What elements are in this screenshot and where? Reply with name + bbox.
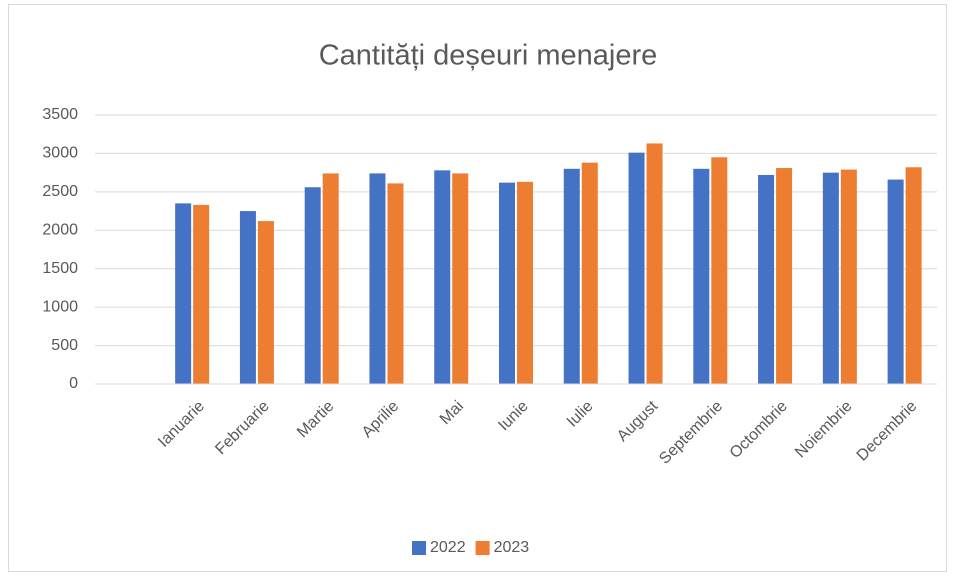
- bar: [452, 173, 469, 384]
- y-tick-label: 3000: [42, 145, 78, 162]
- bar: [711, 157, 728, 384]
- bar: [581, 162, 598, 384]
- bar: [434, 170, 451, 384]
- bar: [369, 173, 386, 384]
- y-tick-label: 2500: [42, 183, 78, 200]
- bar: [239, 211, 256, 384]
- bar: [563, 168, 580, 384]
- bar: [822, 172, 839, 384]
- bar: [646, 143, 663, 384]
- legend-label: 2023: [494, 539, 530, 556]
- bar: [628, 152, 645, 384]
- legend-swatch: [412, 541, 426, 555]
- bar: [905, 167, 922, 384]
- chart-border: [8, 4, 947, 572]
- bar: [175, 203, 192, 384]
- chart-title: Cantități deșeuri menajere: [319, 40, 658, 72]
- bar: [517, 181, 533, 384]
- y-tick-label: 1000: [42, 298, 78, 315]
- y-tick-label: 500: [51, 337, 78, 354]
- legend-label: 2022: [430, 539, 466, 556]
- bar: [387, 183, 404, 384]
- y-tick-label: 1500: [42, 260, 78, 277]
- y-tick-label: 2000: [42, 222, 78, 239]
- bar: [499, 182, 515, 384]
- bar: [758, 174, 775, 384]
- y-tick-label: 3500: [42, 106, 78, 123]
- legend-swatch: [475, 541, 490, 555]
- bar: [840, 169, 857, 384]
- bar: [693, 168, 710, 384]
- bar: [887, 179, 904, 384]
- bar: [776, 168, 793, 384]
- bar: [304, 187, 321, 384]
- bar: [257, 221, 274, 384]
- bar: [193, 204, 210, 384]
- bar: [322, 173, 339, 384]
- y-tick-label: 0: [69, 375, 78, 392]
